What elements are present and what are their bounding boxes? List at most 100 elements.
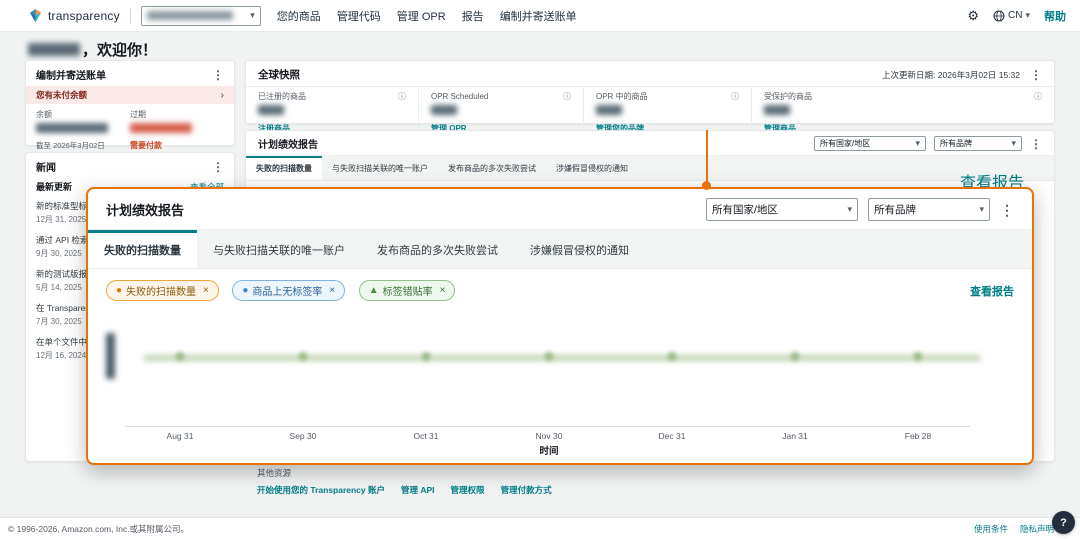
language-selector[interactable]: CN ▾ — [993, 10, 1030, 22]
performance-tab[interactable]: 与失败扫描关联的唯一账户 — [213, 245, 345, 257]
resource-link[interactable]: 管理权限 — [450, 485, 485, 495]
redacted-account-name — [146, 11, 233, 20]
region-filter-select[interactable]: 所有国家/地区 ▾ — [706, 198, 858, 221]
x-axis-tick-label: Sep 30 — [289, 431, 317, 441]
performance-tab[interactable]: 涉嫌假冒侵权的通知 — [530, 245, 629, 257]
snapshot-stats: 已注册的商品 ⓘ 注册商品 OPR Scheduled ⓘ 管理 OPR — [246, 87, 1054, 140]
close-icon[interactable]: × — [329, 285, 336, 296]
info-icon[interactable]: ⓘ — [1034, 92, 1042, 101]
language-code: CN — [1008, 10, 1023, 21]
gear-icon[interactable]: ⚙ — [967, 8, 980, 23]
kebab-menu-icon[interactable]: ⋮ — [1030, 67, 1042, 82]
x-axis-title: 时间 — [539, 446, 559, 457]
chip-marker-icon: ● — [116, 285, 123, 296]
redacted-y-axis-label — [106, 333, 115, 379]
nav-menu-item[interactable]: 报告 — [461, 10, 484, 23]
resource-link[interactable]: 开始使用您的 Transparency 账户 — [257, 485, 386, 495]
performance-tab[interactable]: 与失败扫描关联的唯一账户 — [332, 164, 428, 173]
kebab-menu-icon[interactable]: ⋮ — [1000, 201, 1014, 218]
help-bubble[interactable]: ? — [1052, 511, 1075, 534]
view-report-link[interactable]: 查看报告 — [970, 285, 1014, 298]
performance-report-overlay: 计划绩效报告 所有国家/地区 ▾ 所有品牌 ▾ ⋮ 失败的扫描数量 与失败扫描关联… — [86, 187, 1034, 465]
region-filter-select[interactable]: 所有国家/地区 ▾ — [814, 136, 926, 151]
redacted-user-name — [28, 43, 80, 56]
view-all-link[interactable]: 查看全部 — [190, 181, 224, 193]
redacted-stat-value — [431, 105, 457, 115]
close-icon[interactable]: × — [203, 285, 209, 296]
kebab-menu-icon[interactable]: ⋮ — [212, 159, 224, 174]
nav-menu-item[interactable]: 编制并寄送账单 — [499, 10, 577, 23]
global-snapshot-card: 全球快照 上次更新日期: 2026年3月02日 15:32 ⋮ 已注册的商品 ⓘ… — [245, 60, 1055, 140]
redacted-stat-value — [258, 105, 284, 115]
top-nav: transparency ▾ 您的商品 管理代码 管理 OPR 报告 编制并寄送账单 ⚙… — [0, 0, 1080, 32]
resources-links: 开始使用您的 Transparency 账户 管理 API 管理权限 管理付款方式 — [257, 484, 552, 496]
payment-required-link[interactable]: 需要付款 — [130, 141, 162, 150]
nav-menu-item[interactable]: 管理代码 — [336, 10, 381, 23]
info-icon[interactable]: ⓘ — [563, 92, 571, 101]
welcome-text: ，欢迎你！ — [82, 42, 158, 59]
redacted-overdue-value — [130, 123, 192, 133]
news-item[interactable]: 通过 API 检索商品数据 9月 30, 2025 — [36, 234, 234, 259]
nav-divider — [129, 7, 131, 24]
performance-tabs: 失败的扫描数量 与失败扫描关联的唯一账户 发布商品的多次失败尝试 涉嫌假冒侵权的通知 — [88, 229, 1032, 269]
redacted-data-point — [913, 352, 923, 361]
footer-link[interactable]: 使用条件 — [973, 523, 1008, 534]
stat-action-link[interactable]: 注册商品 — [258, 124, 290, 133]
nav-right-cluster: ⚙ CN ▾ 帮助 — [967, 8, 1066, 24]
region-filter-value: 所有国家/地区 — [712, 204, 778, 216]
stat-action-link[interactable]: 管理您的品牌 — [596, 124, 644, 133]
footer-link[interactable]: 隐私声明 — [1019, 523, 1054, 534]
news-item-title: 通过 API 检索商品数据 — [36, 235, 123, 245]
performance-tab[interactable]: 发布商品的多次失败尝试 — [448, 164, 536, 173]
info-icon[interactable]: ⓘ — [398, 92, 406, 101]
performance-tab[interactable]: 发布商品的多次失败尝试 — [377, 245, 498, 257]
metric-chip[interactable]: ● 失败的扫描数量 × — [106, 280, 219, 301]
balance-column: 余额 截至 2026年3月02日 — [36, 109, 130, 151]
resource-link[interactable]: 管理 API — [401, 485, 435, 495]
performance-tab[interactable]: 失败的扫描数量 — [246, 156, 322, 180]
snapshot-stat-cell: 受保护的商品 ⓘ 管理商品 — [752, 87, 1054, 140]
brand-filter-select[interactable]: 所有品牌 ▾ — [934, 136, 1022, 151]
close-icon[interactable]: × — [439, 285, 446, 296]
resource-link[interactable]: 管理付款方式 — [500, 485, 552, 495]
stat-label: OPR 中的商品 — [596, 92, 648, 101]
last-updated-text: 上次更新日期: 2026年3月02日 15:32 — [882, 69, 1020, 80]
kebab-menu-icon[interactable]: ⋮ — [212, 67, 224, 82]
news-item-date: 12月 16, 2024 — [36, 351, 87, 360]
overdue-column: 过期 需要付款 — [130, 109, 224, 151]
performance-tab[interactable]: 涉嫌假冒侵权的通知 — [556, 164, 628, 173]
redacted-data-point — [544, 352, 554, 361]
brand-filter-select[interactable]: 所有品牌 ▾ — [868, 198, 990, 221]
help-link[interactable]: 帮助 — [1044, 10, 1066, 23]
billing-card-title: 编制并寄送账单 — [36, 71, 106, 82]
nav-menu-item[interactable]: 管理 OPR — [396, 10, 446, 23]
region-filter-value: 所有国家/地区 — [820, 139, 871, 148]
stat-action-link[interactable]: 管理 OPR — [431, 124, 467, 133]
chevron-down-icon: ▾ — [1011, 138, 1016, 148]
nav-menu-item[interactable]: 您的商品 — [276, 10, 321, 23]
info-icon[interactable]: ⓘ — [731, 92, 739, 101]
metric-chip[interactable]: ● 商品上无标签率 × — [232, 280, 346, 301]
chip-marker-icon: ▲ — [368, 285, 379, 296]
redacted-data-point — [175, 352, 185, 361]
kebab-menu-icon[interactable]: ⋮ — [1030, 136, 1042, 151]
unpaid-balance-alert[interactable]: 您有未付余额 › — [26, 86, 234, 104]
chip-label: 商品上无标签率 — [252, 287, 323, 298]
nav-menu: 您的商品 管理代码 管理 OPR 报告 编制并寄送账单 — [277, 8, 577, 24]
metric-chip[interactable]: ▲ 标签错贴率 × — [358, 280, 456, 301]
chevron-down-icon: ▾ — [250, 10, 255, 20]
x-axis-tick-label: Oct 31 — [413, 431, 439, 441]
brand-logo[interactable]: transparency — [28, 8, 120, 23]
x-axis-tick-label: Jan 31 — [782, 431, 808, 441]
redacted-data-line — [143, 355, 981, 361]
redacted-data-point — [298, 352, 308, 361]
footer: © 1996-2026, Amazon.com, Inc.或其附属公司。 使用条… — [0, 517, 1080, 539]
performance-tab[interactable]: 失败的扫描数量 — [88, 230, 197, 268]
balance-label: 余额 — [36, 110, 52, 119]
billing-card: 编制并寄送账单 ⋮ 您有未付余额 › 余额 截至 2026年3月02日 过期 需… — [25, 60, 235, 150]
stat-action-link[interactable]: 管理商品 — [764, 124, 796, 133]
account-selector[interactable]: ▾ — [140, 5, 261, 26]
performance-tabs: 失败的扫描数量 与失败扫描关联的唯一账户 发布商品的多次失败尝试 涉嫌假冒侵权的通知 — [246, 155, 1054, 181]
redacted-balance-value — [36, 123, 108, 133]
news-item-date: 7月 30, 2025 — [36, 317, 82, 326]
